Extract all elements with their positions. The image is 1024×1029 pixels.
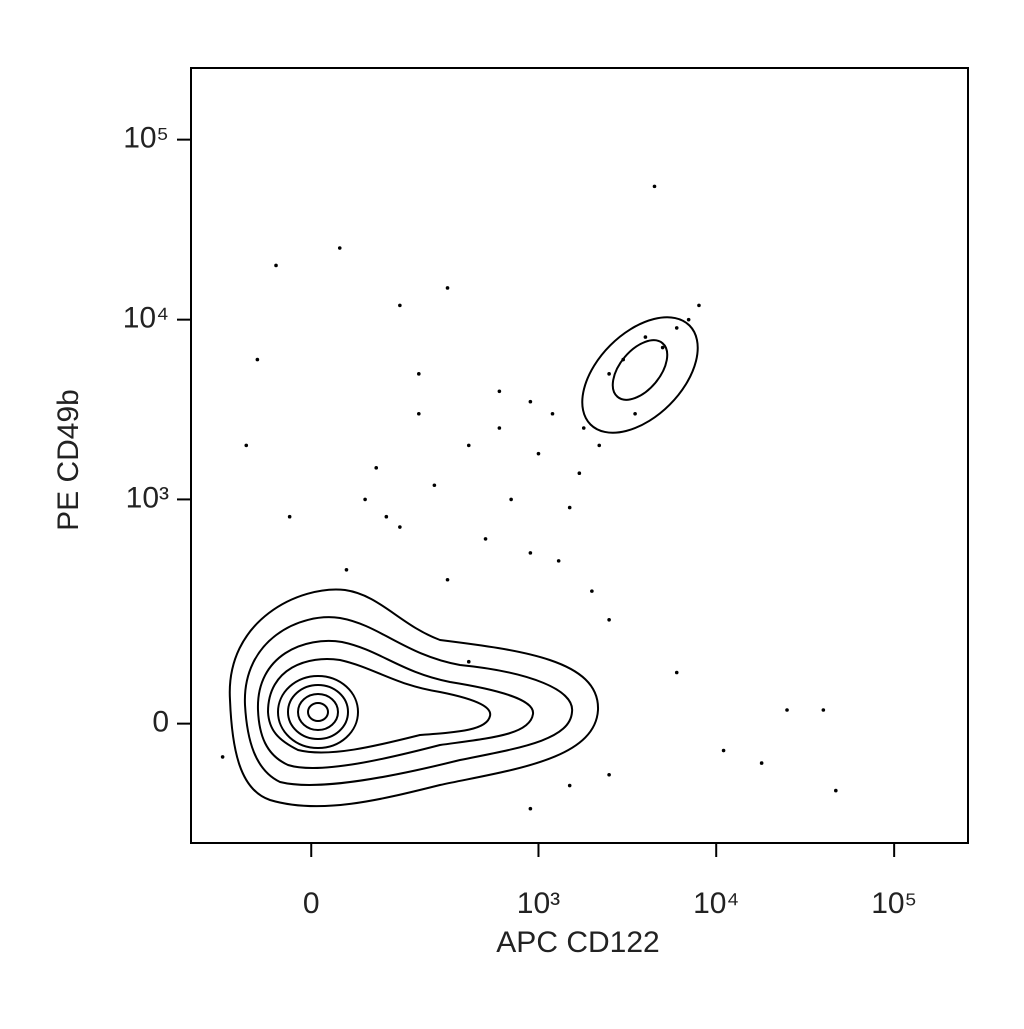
point [337,246,342,250]
contour [277,675,359,749]
point [652,184,657,189]
point [621,357,625,362]
point [417,372,421,376]
point [674,326,679,330]
y-tick-label: 10⁵ [123,122,169,155]
point [445,577,450,582]
contour [256,640,535,769]
point [597,443,602,448]
point [607,372,611,376]
point [528,551,533,555]
y-axis-label: PE CD49b [52,389,85,531]
x-tick-label: 0 [303,887,320,920]
point [759,761,764,765]
point [432,483,437,488]
point [374,466,379,470]
point [497,389,502,394]
contour [307,702,329,722]
point [417,411,421,416]
contour [297,693,339,731]
point [287,514,292,519]
point [660,345,665,350]
y-tick-label: 10⁴ [123,302,169,335]
point [483,537,488,541]
x-tick-label: 10⁵ [871,887,917,920]
point [363,497,367,502]
contour [287,684,349,740]
contour [228,588,600,808]
point [834,788,838,793]
y-tick-label: 0 [152,706,169,739]
point [633,411,637,416]
point [567,505,572,510]
contour [266,658,492,754]
x-axis-label: APC CD122 [496,926,659,959]
point [344,567,349,572]
point [528,806,533,811]
point [785,708,789,712]
point [607,618,611,622]
point [590,589,594,593]
point [274,263,278,268]
contour [243,616,574,786]
point [556,559,561,563]
point [550,411,555,416]
point [445,286,450,290]
point [528,399,533,404]
point [686,317,691,322]
point [536,451,541,456]
point [721,748,726,753]
y-tick-label: 10³ [126,481,169,514]
contours [228,316,699,808]
point [674,670,679,675]
point [509,497,513,502]
point [398,303,402,308]
point [220,755,225,759]
point [821,708,826,712]
point [577,471,582,476]
point [607,772,611,777]
point [643,335,648,339]
point [255,357,260,362]
contour [581,316,699,434]
contour [611,339,669,401]
point [567,783,572,788]
point [466,659,471,664]
point [466,443,471,448]
point [581,426,586,430]
plot-frame [190,67,969,844]
point [697,303,701,308]
point [497,426,502,430]
point [244,443,249,448]
x-tick-label: 10³ [517,887,560,920]
point [384,514,389,519]
x-tick-label: 10⁴ [693,887,739,920]
point [398,525,402,529]
